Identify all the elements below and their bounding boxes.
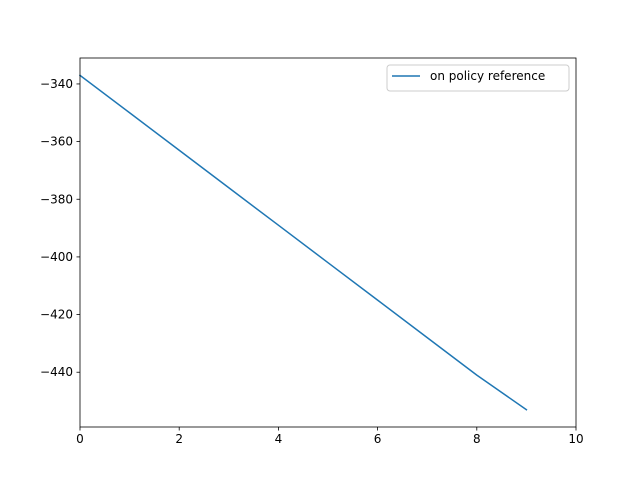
- y-tick-label: −380: [40, 192, 73, 206]
- y-tick-label: −420: [40, 308, 73, 322]
- x-tick-label: 8: [473, 432, 481, 446]
- series-line-0: [78, 74, 528, 411]
- x-tick-label: 4: [275, 432, 283, 446]
- legend-box: [386, 64, 570, 92]
- y-tick-label: −340: [40, 77, 73, 91]
- y-tick-label: −440: [40, 365, 73, 379]
- plot-lines: [78, 74, 528, 411]
- axes: 0 2 4 6 8 10 −340 −360 −380 −400 −420 −440: [40, 57, 584, 446]
- legend-label-0: on policy reference: [430, 69, 545, 83]
- y-tick-label: −400: [40, 250, 73, 264]
- axes-frame: [79, 57, 577, 428]
- legend: on policy reference: [386, 64, 570, 92]
- x-tick-label: 0: [76, 432, 84, 446]
- x-tick-label: 2: [175, 432, 183, 446]
- y-tick-label: −360: [40, 135, 73, 149]
- x-tick-label: 10: [568, 432, 583, 446]
- x-tick-label: 6: [374, 432, 382, 446]
